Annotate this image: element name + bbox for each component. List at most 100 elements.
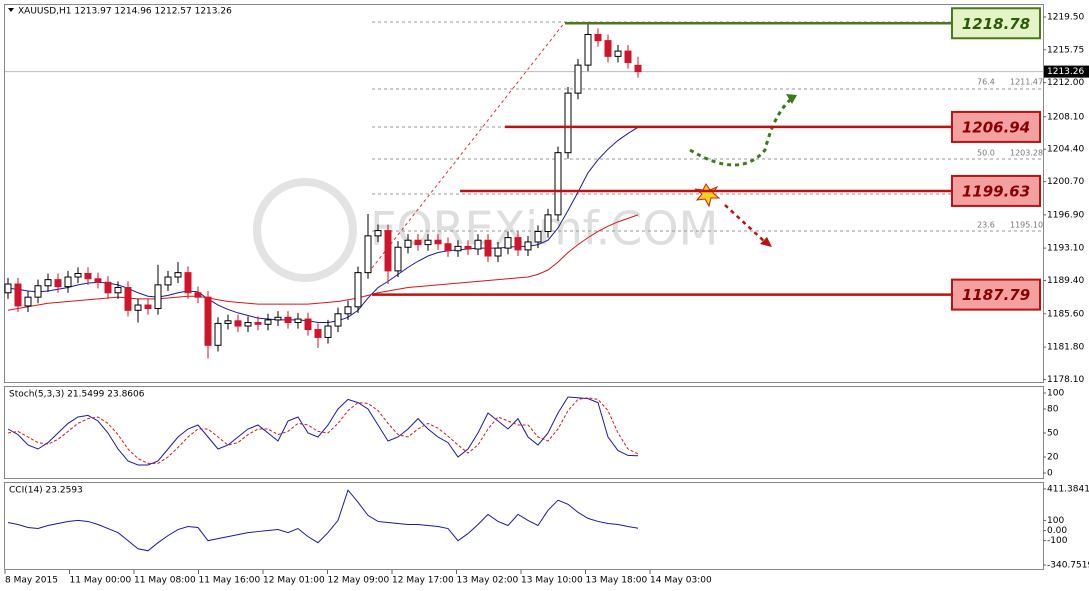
level-label: 1206.94 bbox=[962, 118, 1030, 136]
y-tick-label: 1212.00 bbox=[1047, 78, 1084, 88]
y-tick-label: 0.00 bbox=[1047, 526, 1067, 536]
candle-body bbox=[484, 239, 492, 257]
candle-body bbox=[234, 320, 242, 327]
y-tick-label: 0 bbox=[1047, 469, 1053, 479]
candle-body bbox=[424, 239, 432, 246]
main-panel bbox=[4, 4, 1044, 383]
x-tick-label: 11 May 08:00 bbox=[134, 576, 196, 586]
fib-price: 1195.10 bbox=[1010, 221, 1043, 230]
candle-body bbox=[64, 276, 72, 288]
down-arrow-head bbox=[760, 237, 772, 247]
candle-body bbox=[294, 318, 302, 324]
level-box bbox=[951, 174, 1041, 207]
x-tick-label: 13 May 18:00 bbox=[586, 576, 648, 586]
level-label: 1218.78 bbox=[962, 15, 1030, 33]
x-tick-label: 12 May 01:00 bbox=[263, 576, 325, 586]
up-arrow bbox=[689, 94, 796, 167]
x-tick-label: 12 May 09:00 bbox=[328, 576, 390, 586]
candle-body bbox=[54, 279, 62, 288]
y-tick-label: 1215.75 bbox=[1047, 45, 1084, 55]
y-tick-label: 1181.80 bbox=[1047, 343, 1084, 353]
candle-body bbox=[514, 237, 522, 251]
candle-body bbox=[604, 40, 612, 57]
fib-ratio: 23.6 bbox=[977, 221, 995, 230]
watermark: FOREXimf.COM bbox=[370, 202, 718, 256]
candle-body bbox=[414, 239, 422, 246]
candle-body bbox=[224, 320, 232, 324]
candle-body bbox=[544, 214, 552, 232]
level-box bbox=[951, 110, 1041, 143]
moving-average bbox=[7, 214, 639, 311]
candle-body bbox=[104, 281, 112, 294]
candle-body bbox=[404, 239, 412, 248]
candle-body bbox=[94, 278, 102, 283]
menu-arrow bbox=[8, 8, 14, 12]
fib-trend bbox=[371, 21, 566, 269]
candle-body bbox=[324, 325, 332, 338]
y-tick-label: 1204.40 bbox=[1047, 145, 1084, 155]
x-tick-label: 13 May 02:00 bbox=[457, 576, 519, 586]
candle-body bbox=[524, 241, 532, 251]
candle-body bbox=[594, 33, 602, 42]
candle-body bbox=[574, 64, 582, 94]
candle-body bbox=[74, 273, 82, 278]
cci-title: CCI(14) 23.2593 bbox=[9, 486, 83, 496]
down-arrow bbox=[724, 204, 766, 243]
candle-body bbox=[124, 287, 132, 311]
y-tick-label: 1193.10 bbox=[1047, 244, 1084, 254]
candle-body bbox=[454, 245, 462, 252]
y-tick-label: 20 bbox=[1047, 453, 1059, 463]
watermark-logo bbox=[253, 178, 357, 282]
candle-body bbox=[494, 247, 502, 257]
candle-body bbox=[274, 316, 282, 321]
candle-body bbox=[134, 304, 142, 311]
candle-body bbox=[34, 285, 42, 298]
candle-body bbox=[24, 296, 32, 307]
y-tick-label: -100 bbox=[1047, 536, 1068, 546]
y-tick-label: 1219.50 bbox=[1047, 12, 1084, 22]
y-tick-label: -340.7519 bbox=[1047, 561, 1089, 571]
candle-body bbox=[164, 276, 172, 286]
candle-body bbox=[334, 313, 342, 327]
fib-ratio: 50.0 bbox=[977, 149, 995, 158]
candle-body bbox=[114, 287, 122, 294]
fib-price: 1211.47 bbox=[1010, 78, 1043, 87]
candle-body bbox=[554, 152, 562, 216]
indicator-line bbox=[7, 397, 639, 464]
level-box bbox=[951, 278, 1041, 311]
level-label: 1199.63 bbox=[962, 182, 1030, 200]
candle-body bbox=[634, 64, 642, 73]
x-tick-label: 8 May 2015 bbox=[5, 576, 58, 586]
candle-body bbox=[264, 319, 272, 325]
fib-price: 1203.28 bbox=[1010, 149, 1043, 158]
stoch-title: Stoch(5,3,3) 21.5499 23.8606 bbox=[9, 390, 145, 400]
y-tick-label: 1178.10 bbox=[1047, 375, 1084, 385]
level-label: 1187.79 bbox=[962, 286, 1030, 304]
candle-body bbox=[174, 272, 182, 278]
candle-body bbox=[384, 230, 392, 272]
candle-body bbox=[444, 243, 452, 252]
indicator-line bbox=[7, 396, 639, 466]
candle-body bbox=[204, 296, 212, 346]
cci-panel bbox=[4, 482, 1044, 570]
candle-body bbox=[184, 272, 192, 294]
candle-body bbox=[154, 284, 162, 310]
candle-body bbox=[214, 322, 222, 346]
y-tick-label: 80 bbox=[1047, 405, 1059, 415]
candle-body bbox=[254, 322, 262, 325]
candle-body bbox=[364, 235, 372, 274]
x-tick-label: 12 May 17:00 bbox=[392, 576, 454, 586]
moving-average bbox=[7, 126, 639, 324]
candle-body bbox=[4, 283, 12, 294]
candle-body bbox=[354, 272, 362, 308]
y-tick-label: 1208.10 bbox=[1047, 112, 1084, 122]
x-tick-label: 11 May 16:00 bbox=[199, 576, 261, 586]
candle-body bbox=[44, 279, 52, 287]
candle-body bbox=[304, 318, 312, 331]
candle-body bbox=[374, 230, 382, 237]
candle-body bbox=[474, 239, 482, 250]
candle-body bbox=[14, 283, 22, 307]
candle-body bbox=[244, 322, 252, 327]
candle-body bbox=[434, 239, 442, 245]
